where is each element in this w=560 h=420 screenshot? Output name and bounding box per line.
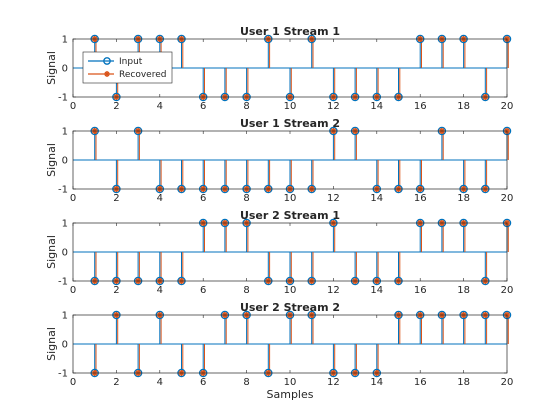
- x-tick-label: 0: [70, 101, 76, 112]
- x-tick-label: 6: [200, 193, 206, 204]
- x-tick-label: 16: [414, 101, 427, 112]
- x-tick-label: 14: [370, 377, 383, 388]
- x-tick-label: 10: [284, 377, 297, 388]
- legend-recovered-label: Recovered: [119, 70, 166, 80]
- axes-box: [72, 130, 508, 190]
- legend: Input Recovered: [82, 51, 173, 84]
- x-tick-label: 2: [113, 193, 119, 204]
- y-tick-label: 1: [62, 127, 68, 138]
- x-tick-label: 16: [414, 377, 427, 388]
- y-tick-label: -1: [58, 277, 68, 288]
- x-tick-label: 20: [501, 193, 514, 204]
- y-tick-label: 0: [62, 248, 68, 259]
- x-tick-label: 6: [200, 285, 206, 296]
- y-tick-label: 0: [62, 340, 68, 351]
- x-tick-label: 0: [70, 193, 76, 204]
- axes-box: [72, 222, 508, 282]
- y-tick-label: 0: [62, 156, 68, 167]
- subplot-title: User 2 Stream 1: [240, 209, 340, 222]
- x-tick-label: 20: [501, 101, 514, 112]
- x-tick-label: 10: [284, 101, 297, 112]
- x-tick-label: 4: [157, 285, 163, 296]
- y-tick-label: 1: [62, 311, 68, 322]
- y-axis-label: Signal: [45, 235, 58, 269]
- y-tick-label: 1: [62, 219, 68, 230]
- subplot-title: User 2 Stream 2: [240, 301, 340, 314]
- legend-box: [82, 51, 173, 84]
- x-tick-label: 14: [370, 101, 383, 112]
- x-axis-label: Samples: [267, 388, 314, 401]
- x-tick-label: 12: [327, 193, 340, 204]
- x-tick-label: 12: [327, 377, 340, 388]
- x-tick-label: 18: [457, 193, 470, 204]
- y-axis-label: Signal: [45, 51, 58, 85]
- x-tick-label: 2: [113, 285, 119, 296]
- x-tick-label: 4: [157, 101, 163, 112]
- x-tick-label: 14: [370, 285, 383, 296]
- y-axis-label: Signal: [45, 143, 58, 177]
- x-tick-label: 4: [157, 377, 163, 388]
- subplot-title: User 1 Stream 2: [240, 117, 340, 130]
- axes-box: [72, 314, 508, 374]
- y-tick-label: -1: [58, 185, 68, 196]
- x-tick-label: 8: [243, 193, 249, 204]
- x-tick-label: 4: [157, 193, 163, 204]
- x-tick-label: 18: [457, 377, 470, 388]
- legend-input-label: Input: [119, 57, 143, 67]
- x-tick-label: 2: [113, 377, 119, 388]
- x-tick-label: 18: [457, 285, 470, 296]
- axes-box: [72, 38, 508, 98]
- x-tick-label: 18: [457, 101, 470, 112]
- x-tick-label: 6: [200, 101, 206, 112]
- subplot-title: User 1 Stream 1: [240, 25, 340, 38]
- x-tick-label: 20: [501, 285, 514, 296]
- legend-recovered-marker: [104, 71, 110, 77]
- x-tick-label: 16: [414, 285, 427, 296]
- x-tick-label: 0: [70, 377, 76, 388]
- legend-input-marker: [103, 57, 111, 65]
- x-tick-label: 20: [501, 377, 514, 388]
- x-tick-label: 16: [414, 193, 427, 204]
- y-tick-label: -1: [58, 93, 68, 104]
- x-tick-label: 2: [113, 101, 119, 112]
- x-tick-label: 10: [284, 193, 297, 204]
- y-tick-label: 1: [62, 35, 68, 46]
- x-tick-label: 8: [243, 377, 249, 388]
- y-tick-label: -1: [58, 369, 68, 380]
- x-tick-label: 6: [200, 377, 206, 388]
- x-tick-label: 0: [70, 285, 76, 296]
- x-tick-label: 8: [243, 101, 249, 112]
- y-tick-label: 0: [62, 64, 68, 75]
- x-tick-label: 14: [370, 193, 383, 204]
- x-tick-label: 12: [327, 285, 340, 296]
- x-tick-label: 10: [284, 285, 297, 296]
- y-axis-label: Signal: [45, 327, 58, 361]
- x-tick-label: 8: [243, 285, 249, 296]
- x-tick-label: 12: [327, 101, 340, 112]
